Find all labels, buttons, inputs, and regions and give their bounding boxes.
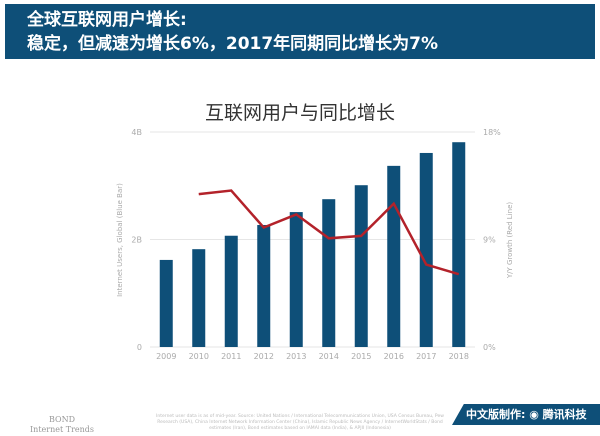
bar-2016 [387,165,401,347]
header-line2: 稳定，但减速为增长6%，2017年同期同比增长为7% [27,34,439,54]
slide-header: 全球互联网用户增长: 稳定，但减速为增长6%，2017年同期同比增长为7% [5,4,595,59]
bar-2012 [257,224,271,347]
x-tick-label: 2012 [254,352,274,361]
x-tick-label: 2015 [351,352,371,361]
bar-2013 [289,212,303,347]
bar-2009 [159,259,173,347]
bar-2010 [192,249,206,347]
x-tick-label: 2011 [221,352,241,361]
x-tick-label: 2013 [286,352,306,361]
y-tick-label: 0 [137,343,142,352]
header-line1: 全球互联网用户增长: [27,10,187,30]
x-tick-label: 2016 [384,352,404,361]
bar-2014 [322,199,336,347]
source-note: Internet user data is as of mid-year. So… [156,414,444,431]
bond-logo: BOND Internet Trends [30,415,95,434]
bar-2018 [452,142,466,347]
bar-2017 [419,152,433,347]
y2-tick-label: 9% [483,236,496,245]
x-tick-label: 2009 [156,352,176,361]
bar-2011 [224,235,238,347]
y2-tick-label: 18% [483,128,501,137]
tencent-badge: 中文版制作: ◉ 腾讯科技 [452,404,600,425]
x-tick-label: 2018 [449,352,469,361]
chart-title: 互联网用户与同比增长 [204,102,395,124]
x-tick-label: 2017 [416,352,436,361]
y2-tick-label: 0% [483,343,496,352]
y-tick-label: 4B [131,128,142,137]
x-tick-label: 2014 [319,352,339,361]
y-axis-label: Internet Users, Global (Blue Bar) [116,183,124,297]
bar-2015 [354,185,368,347]
y-tick-label: 2B [131,236,142,245]
x-tick-label: 2010 [189,352,209,361]
y2-axis-label: Y/Y Growth (Red Line) [506,201,514,279]
